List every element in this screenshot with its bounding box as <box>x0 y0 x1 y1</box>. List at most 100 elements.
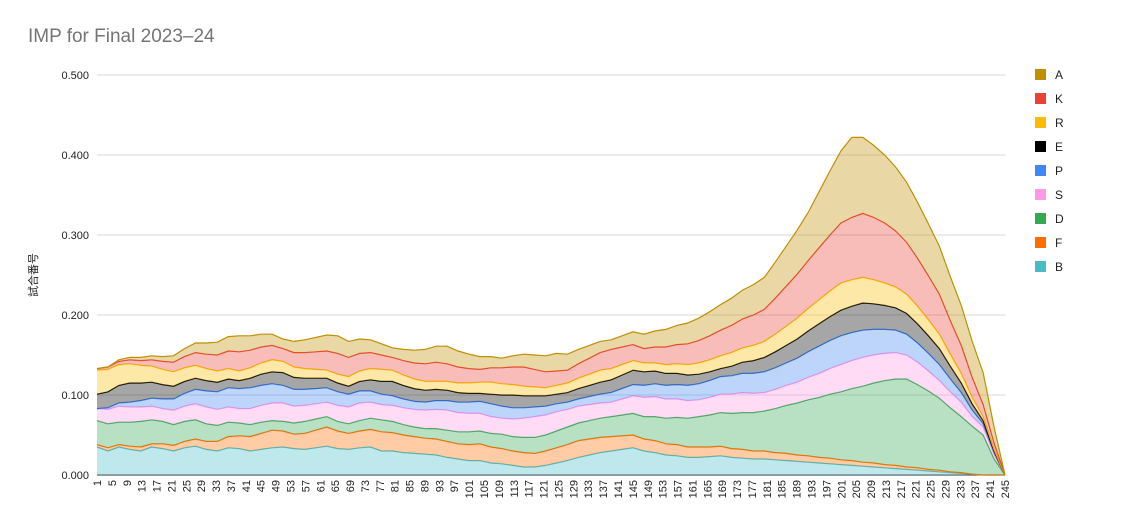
y-tick-label: 0.200 <box>61 310 89 322</box>
x-tick-label: 9 <box>122 480 134 486</box>
series-line-D <box>96 378 1006 476</box>
x-tick-label: 201 <box>836 480 848 498</box>
legend-label-A: A <box>1055 68 1063 82</box>
x-tick-label: 29 <box>196 480 208 492</box>
x-tick-label: 225 <box>926 480 938 498</box>
x-tick-label: 117 <box>524 480 536 498</box>
x-tick-label: 21 <box>166 480 178 492</box>
x-tick-label: 57 <box>300 480 312 492</box>
x-tick-label: 177 <box>747 480 759 498</box>
x-tick-label: 89 <box>419 480 431 492</box>
x-tick-label: 49 <box>271 480 283 492</box>
series-line-E <box>96 302 1006 476</box>
y-tick-label: 0.400 <box>61 150 89 162</box>
series-area-D <box>97 379 1005 475</box>
legend-label-R: R <box>1055 116 1064 130</box>
series-area-P <box>97 329 1005 475</box>
x-tick-label: 189 <box>792 480 804 498</box>
x-tick-label: 161 <box>687 480 699 498</box>
series-line-B <box>96 445 1005 476</box>
series-line-P <box>96 328 1006 476</box>
x-tick-label: 65 <box>330 480 342 492</box>
x-tick-label: 17 <box>152 480 164 492</box>
series-line-A <box>96 136 1006 476</box>
x-tick-label: 101 <box>464 480 476 498</box>
y-tick-label: 0.100 <box>61 390 89 402</box>
x-tick-label: 37 <box>226 480 238 492</box>
x-tick-label: 97 <box>449 480 461 492</box>
x-tick-label: 233 <box>955 480 967 498</box>
legend-swatch-S <box>1035 189 1046 200</box>
x-tick-label: 41 <box>241 480 253 492</box>
x-tick-label: 213 <box>881 480 893 498</box>
x-tick-label: 221 <box>911 480 923 498</box>
chart-title: IMP for Final 2023–24 <box>28 26 215 47</box>
x-tick-label: 209 <box>866 480 878 498</box>
x-tick-label: 81 <box>390 480 402 492</box>
x-tick-label: 129 <box>568 480 580 498</box>
x-tick-label: 173 <box>732 480 744 498</box>
x-tick-label: 153 <box>658 480 670 498</box>
legend-label-E: E <box>1055 140 1063 154</box>
x-tick-label: 113 <box>509 480 521 498</box>
x-tick-label: 185 <box>777 480 789 498</box>
legend-label-S: S <box>1055 188 1063 202</box>
x-tick-label: 241 <box>985 480 997 498</box>
x-tick-label: 237 <box>970 480 982 498</box>
x-tick-label: 169 <box>717 480 729 498</box>
x-tick-label: 229 <box>940 480 952 498</box>
legend-label-B: B <box>1055 260 1063 274</box>
x-tick-label: 45 <box>256 480 268 492</box>
x-tick-label: 53 <box>286 480 298 492</box>
x-tick-label: 149 <box>643 480 655 498</box>
y-axis-label: 試合番号 <box>26 253 40 297</box>
legend-swatch-P <box>1035 165 1046 176</box>
series-line-R <box>96 276 1006 476</box>
x-tick-label: 245 <box>1000 480 1012 498</box>
x-tick-label: 33 <box>211 480 223 492</box>
legend-swatch-B <box>1035 261 1046 272</box>
series-line-F <box>96 426 1005 476</box>
series-line-K <box>96 212 1006 476</box>
x-tick-label: 109 <box>494 480 506 498</box>
series-line-S <box>96 351 1006 476</box>
x-tick-label: 121 <box>539 480 551 498</box>
y-tick-label: 0.500 <box>61 70 89 82</box>
x-tick-label: 93 <box>434 480 446 492</box>
legend-swatch-F <box>1035 237 1046 248</box>
x-tick-label: 73 <box>360 480 372 492</box>
x-tick-label: 133 <box>583 480 595 498</box>
series-area-F <box>97 427 1005 475</box>
legend-label-P: P <box>1055 164 1063 178</box>
legend-swatch-K <box>1035 93 1046 104</box>
x-tick-label: 13 <box>137 480 149 492</box>
y-tick-label: 0.300 <box>61 230 89 242</box>
legend-swatch-E <box>1035 141 1046 152</box>
x-tick-label: 197 <box>821 480 833 498</box>
x-tick-label: 77 <box>375 480 387 492</box>
x-tick-label: 5 <box>107 480 119 486</box>
x-tick-label: 145 <box>628 480 640 498</box>
legend-swatch-D <box>1035 213 1046 224</box>
x-tick-label: 181 <box>762 480 774 498</box>
series-area-B <box>97 446 1005 475</box>
x-tick-label: 105 <box>479 480 491 498</box>
x-tick-label: 61 <box>315 480 327 492</box>
x-tick-label: 1 <box>92 480 104 486</box>
x-tick-label: 141 <box>613 480 625 498</box>
legend-label-F: F <box>1055 236 1062 250</box>
x-tick-label: 85 <box>405 480 417 492</box>
legend-label-K: K <box>1055 92 1063 106</box>
x-tick-label: 165 <box>702 480 714 498</box>
x-tick-label: 137 <box>598 480 610 498</box>
x-tick-label: 193 <box>806 480 818 498</box>
legend-swatch-R <box>1035 117 1046 128</box>
x-tick-label: 217 <box>896 480 908 498</box>
x-tick-label: 205 <box>851 480 863 498</box>
x-tick-label: 69 <box>345 480 357 492</box>
x-tick-label: 25 <box>181 480 193 492</box>
legend-label-D: D <box>1055 212 1064 226</box>
legend-swatch-A <box>1035 69 1046 80</box>
